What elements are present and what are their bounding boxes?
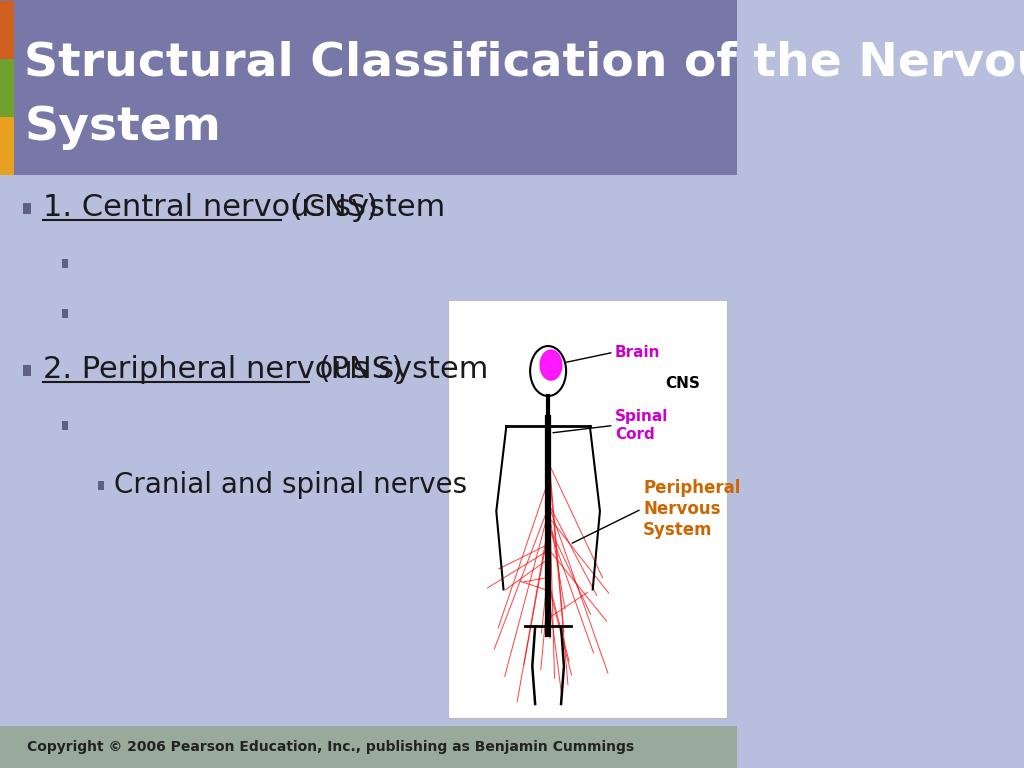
Bar [0,117,14,175]
Bar [24,203,32,214]
Bar [0,0,737,175]
Text: Brain: Brain [615,345,660,359]
Text: (PNS): (PNS) [309,356,403,385]
Bar [61,259,68,267]
Text: Cranial and spinal nerves: Cranial and spinal nerves [114,471,467,499]
Text: CNS: CNS [666,376,700,391]
Bar [97,481,104,489]
Text: Structural Classification of the Nervous: Structural Classification of the Nervous [25,40,1024,85]
Circle shape [541,350,562,380]
Text: Peripheral
Nervous
System: Peripheral Nervous System [643,479,740,539]
Bar [61,309,68,317]
Text: 1. Central nervous system: 1. Central nervous system [43,194,445,223]
Bar [24,365,32,376]
Bar [0,59,14,117]
Bar [0,726,737,768]
Text: 2. Peripheral nervous system: 2. Peripheral nervous system [43,356,488,385]
Bar [447,300,727,718]
Bar [61,421,68,429]
Text: Copyright © 2006 Pearson Education, Inc., publishing as Benjamin Cummings: Copyright © 2006 Pearson Education, Inc.… [28,740,635,754]
Text: Spinal
Cord: Spinal Cord [615,409,669,442]
Text: (CNS): (CNS) [281,194,378,223]
Bar [0,1,14,59]
Text: System: System [25,105,221,150]
